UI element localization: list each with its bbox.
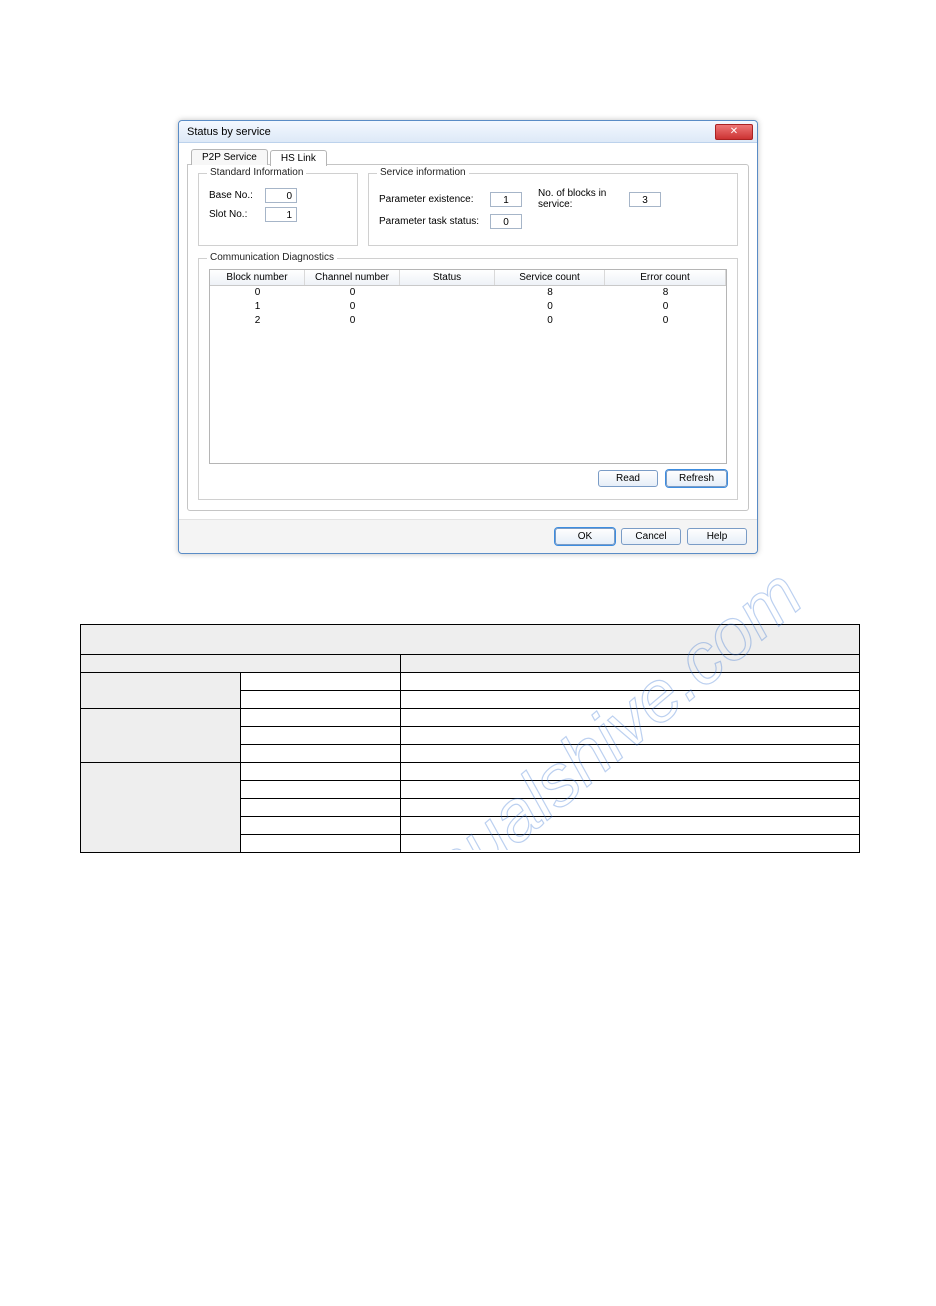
- table-cell: [241, 691, 401, 709]
- col-channel-number[interactable]: Channel number: [305, 270, 400, 285]
- list-cell: 0: [495, 314, 605, 328]
- table-cell: [401, 763, 860, 781]
- list-cell: [400, 286, 495, 300]
- list-cell: 2: [210, 314, 305, 328]
- table-row: [401, 655, 860, 673]
- help-button[interactable]: Help: [687, 528, 747, 545]
- value-param-existence: 1: [490, 192, 522, 207]
- table-cell: [401, 799, 860, 817]
- table-row: [81, 655, 401, 673]
- tab-p2p-service[interactable]: P2P Service: [191, 149, 268, 165]
- table-cell: [401, 691, 860, 709]
- list-cell: 0: [605, 314, 726, 328]
- table-cell: [401, 817, 860, 835]
- refresh-button[interactable]: Refresh: [666, 470, 727, 487]
- table-row: [81, 673, 241, 709]
- legend-standard: Standard Information: [207, 167, 306, 178]
- list-cell: 8: [495, 286, 605, 300]
- col-block-number[interactable]: Block number: [210, 270, 305, 285]
- value-slot-no: 1: [265, 207, 297, 222]
- dialog-body: P2P Service HS Link Standard Information…: [179, 143, 757, 519]
- ok-button[interactable]: OK: [555, 528, 615, 545]
- list-cell: [400, 300, 495, 314]
- table-row: [81, 763, 241, 853]
- list-cell: 0: [305, 314, 400, 328]
- value-blocks-in-service: 3: [629, 192, 661, 207]
- table-cell: [241, 673, 401, 691]
- list-cell: 8: [605, 286, 726, 300]
- table-cell: [241, 763, 401, 781]
- table-cell: [241, 781, 401, 799]
- read-button[interactable]: Read: [598, 470, 658, 487]
- table-cell: [241, 709, 401, 727]
- dialog-title: Status by service: [187, 126, 271, 138]
- specification-table: [80, 624, 860, 853]
- col-status[interactable]: Status: [400, 270, 495, 285]
- group-standard-information: Standard Information Base No.: 0 Slot No…: [198, 173, 358, 246]
- col-service-count[interactable]: Service count: [495, 270, 605, 285]
- dialog-titlebar: Status by service ✕: [179, 121, 757, 143]
- list-cell: 0: [305, 286, 400, 300]
- value-param-task-status: 0: [490, 214, 522, 229]
- legend-diag: Communication Diagnostics: [207, 252, 337, 263]
- close-icon: ✕: [730, 127, 738, 137]
- close-button[interactable]: ✕: [715, 124, 753, 140]
- list-cell: 0: [305, 300, 400, 314]
- list-cell: 0: [605, 300, 726, 314]
- status-by-service-dialog: Status by service ✕ P2P Service HS Link …: [178, 120, 758, 554]
- table-cell: [401, 709, 860, 727]
- col-error-count[interactable]: Error count: [605, 270, 726, 285]
- list-cell: 1: [210, 300, 305, 314]
- table-row: [81, 709, 241, 763]
- legend-service: Service information: [377, 167, 469, 178]
- table-row: [81, 625, 860, 655]
- table-cell: [401, 673, 860, 691]
- group-communication-diagnostics: Communication Diagnostics Block number C…: [198, 258, 738, 500]
- cancel-button[interactable]: Cancel: [621, 528, 681, 545]
- label-blocks-in-service: No. of blocks in service:: [538, 188, 623, 210]
- table-cell: [241, 799, 401, 817]
- list-cell: [400, 314, 495, 328]
- list-header: Block number Channel number Status Servi…: [210, 270, 726, 286]
- table-cell: [241, 745, 401, 763]
- specification-table-wrap: [80, 624, 860, 853]
- label-param-existence: Parameter existence:: [379, 194, 484, 205]
- table-cell: [241, 727, 401, 745]
- table-cell: [401, 835, 860, 853]
- dialog-footer: OK Cancel Help: [179, 519, 757, 553]
- label-param-task-status: Parameter task status:: [379, 216, 484, 227]
- table-cell: [241, 835, 401, 853]
- table-cell: [401, 745, 860, 763]
- table-cell: [401, 781, 860, 799]
- list-row[interactable]: 1000: [210, 300, 726, 314]
- label-slot-no: Slot No.:: [209, 209, 259, 220]
- list-row[interactable]: 2000: [210, 314, 726, 328]
- label-base-no: Base No.:: [209, 190, 259, 201]
- table-cell: [401, 727, 860, 745]
- tab-strip: P2P Service HS Link: [187, 149, 749, 165]
- list-row[interactable]: 00 88: [210, 286, 726, 300]
- list-cell: 0: [495, 300, 605, 314]
- tab-hs-link[interactable]: HS Link: [270, 150, 327, 166]
- diagnostics-list[interactable]: Block number Channel number Status Servi…: [209, 269, 727, 464]
- tab-panel-hs-link: Standard Information Base No.: 0 Slot No…: [187, 164, 749, 511]
- value-base-no: 0: [265, 188, 297, 203]
- list-cell: 0: [210, 286, 305, 300]
- table-cell: [241, 817, 401, 835]
- group-service-information: Service information Parameter existence:…: [368, 173, 738, 246]
